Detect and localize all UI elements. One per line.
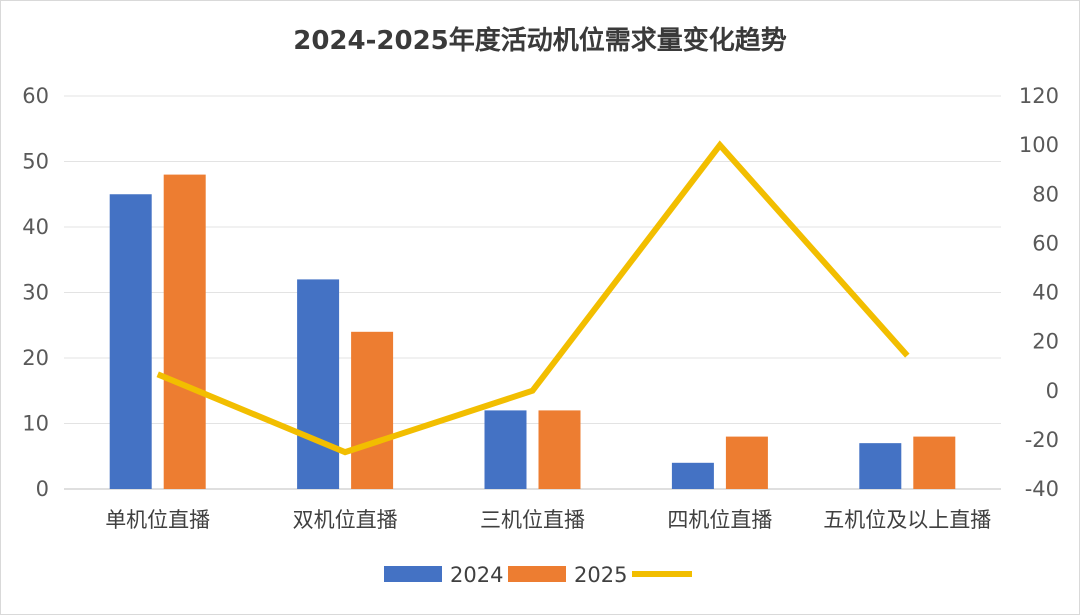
bar-2024-1 <box>109 194 152 489</box>
category-labels: 单机位直播 双机位直播 三机位直播 四机位直播 五机位及以上直播 <box>105 508 991 532</box>
left-tick-label: 30 <box>22 281 49 305</box>
right-axis-ticks: -40 -20 0 20 40 60 80 100 120 <box>1019 84 1059 501</box>
left-tick-label: 10 <box>22 412 49 436</box>
category-label: 三机位直播 <box>480 508 585 532</box>
bar-2025-4 <box>725 436 768 489</box>
bar-2025-3 <box>538 410 581 489</box>
right-tick-label: 80 <box>1032 182 1059 206</box>
bar-2025-5 <box>913 436 956 489</box>
legend-label-2025: 2025 <box>574 563 627 587</box>
bar-2025-1 <box>163 174 206 489</box>
category-label: 四机位直播 <box>667 508 772 532</box>
right-tick-label: 60 <box>1032 231 1059 255</box>
bar-2024-5 <box>859 443 902 489</box>
left-tick-label: 0 <box>36 477 49 501</box>
line-series-1 <box>156 140 910 456</box>
left-tick-label: 50 <box>22 150 49 174</box>
bar-2024-4 <box>671 462 714 489</box>
right-tick-label: 0 <box>1046 379 1059 403</box>
legend-label-2024: 2024 <box>450 563 503 587</box>
left-tick-label: 20 <box>22 346 49 370</box>
legend-swatch-2025 <box>508 566 566 582</box>
right-tick-label: 40 <box>1032 281 1059 305</box>
right-tick-label: 20 <box>1032 330 1059 354</box>
category-label: 单机位直播 <box>105 508 210 532</box>
left-tick-label: 60 <box>22 84 49 108</box>
right-tick-label: 100 <box>1019 133 1059 157</box>
left-tick-label: 40 <box>22 215 49 239</box>
bars <box>109 174 956 489</box>
right-tick-label: -20 <box>1025 428 1059 452</box>
left-axis-ticks: 0 10 20 30 40 50 60 <box>22 84 49 501</box>
category-label: 双机位直播 <box>293 508 398 532</box>
gridlines <box>64 95 1001 490</box>
category-label: 五机位及以上直播 <box>823 508 991 532</box>
legend: 2024 2025 <box>384 563 692 587</box>
bar-2025-2 <box>351 331 394 489</box>
bar-2024-3 <box>484 410 527 489</box>
right-tick-label: -40 <box>1025 477 1059 501</box>
chart-title: 2024-2025年度活动机位需求量变化趋势 <box>293 25 787 56</box>
line-series <box>156 140 910 456</box>
legend-swatch-2024 <box>384 566 442 582</box>
right-tick-label: 120 <box>1019 84 1059 108</box>
bar-2024-2 <box>297 279 340 489</box>
